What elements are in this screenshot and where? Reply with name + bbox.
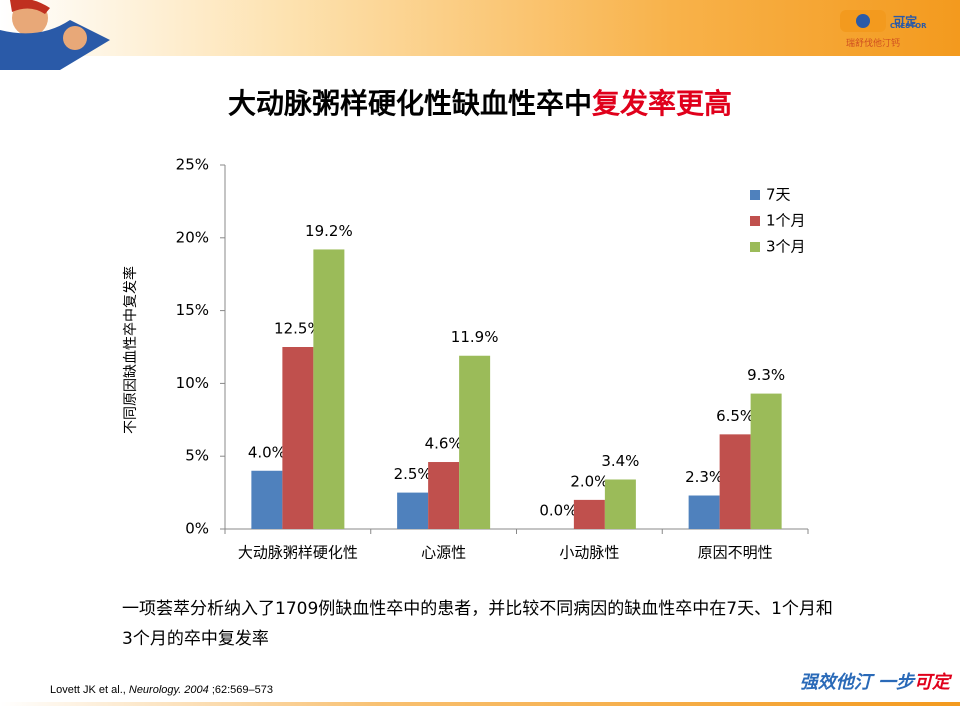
logo-slogan: 瑞舒伐他汀钙 — [846, 39, 901, 49]
value-label: 4.6% — [425, 435, 463, 453]
value-label: 2.5% — [394, 465, 432, 483]
y-axis-title: 不同原因缺血性卒中复发率 — [122, 266, 139, 434]
bar — [313, 249, 345, 529]
logo-mark — [840, 10, 886, 32]
value-label: 0.0% — [539, 502, 577, 520]
value-label: 19.2% — [305, 222, 353, 240]
value-label: 6.5% — [716, 407, 754, 425]
legend-label: 7天 — [766, 186, 791, 204]
legend-label: 3个月 — [766, 238, 806, 256]
y-tick-label: 5% — [185, 447, 209, 465]
citation: Lovett JK et al., Neurology. 2004 ;62:56… — [50, 684, 273, 696]
logo-brand: 可定 — [893, 14, 918, 29]
bar — [688, 495, 720, 529]
title-part: 大动脉粥样硬化性缺血性卒中 — [227, 87, 592, 120]
value-label: 11.9% — [451, 328, 499, 346]
bar — [459, 355, 491, 529]
bar — [251, 470, 283, 529]
citation-text: ;62:569–573 — [208, 684, 274, 696]
value-label: 12.5% — [274, 320, 322, 338]
mascot — [0, 0, 110, 70]
bar — [750, 393, 782, 529]
body-text: 一项荟萃分析纳入了1709例缺血性卒中的患者，并比较不同病因的缺血性卒中在7天、… — [122, 599, 833, 649]
x-tick-label: 原因不明性 — [698, 544, 773, 562]
legend-label: 1个月 — [766, 212, 806, 230]
x-tick-label: 心源性 — [421, 544, 466, 562]
y-tick-label: 15% — [176, 301, 209, 319]
footer-line — [0, 702, 960, 706]
title-part: 复发率更高 — [592, 87, 733, 120]
bar — [428, 462, 460, 529]
bar — [719, 434, 751, 529]
x-tick-label: 小动脉性 — [559, 544, 619, 562]
bar — [604, 479, 636, 529]
y-tick-label: 10% — [176, 374, 209, 392]
title: 大动脉粥样硬化性缺血性卒中复发率更高 — [0, 82, 960, 122]
legend-swatch — [750, 216, 760, 226]
value-label: 2.3% — [685, 468, 723, 486]
chart: 不同原因缺血性卒中复发率 0% 5% 10% 15% 20% 25% 大动脉粥样硬化性 4.0… — [122, 156, 809, 562]
footer-slogan-part: 强效他汀 一步 — [799, 672, 914, 693]
logo: 可定 CRESTOR 瑞舒伐他汀钙 — [838, 6, 948, 49]
citation-journal: Neurology. 2004 — [128, 684, 209, 696]
y-tick-label: 25% — [176, 156, 209, 174]
x-tick-label: 大动脉粥样硬化性 — [238, 544, 358, 562]
y-tick-label: 0% — [185, 520, 209, 538]
value-label: 9.3% — [747, 366, 785, 384]
value-label: 4.0% — [248, 443, 286, 461]
citation-text: Lovett JK et al., — [50, 684, 129, 696]
header-band — [0, 0, 960, 56]
bar — [397, 492, 429, 529]
bar — [282, 347, 314, 529]
footer-slogan: 强效他汀 一步可定 — [800, 668, 950, 694]
y-tick-label: 20% — [176, 228, 209, 246]
value-label: 3.4% — [601, 452, 639, 470]
value-label: 2.0% — [570, 472, 608, 490]
legend-swatch — [750, 242, 760, 252]
bar — [573, 499, 605, 529]
footer-slogan-part: 可定 — [914, 672, 950, 693]
legend-swatch — [750, 190, 760, 200]
logo-brand-en: CRESTOR — [890, 22, 927, 30]
